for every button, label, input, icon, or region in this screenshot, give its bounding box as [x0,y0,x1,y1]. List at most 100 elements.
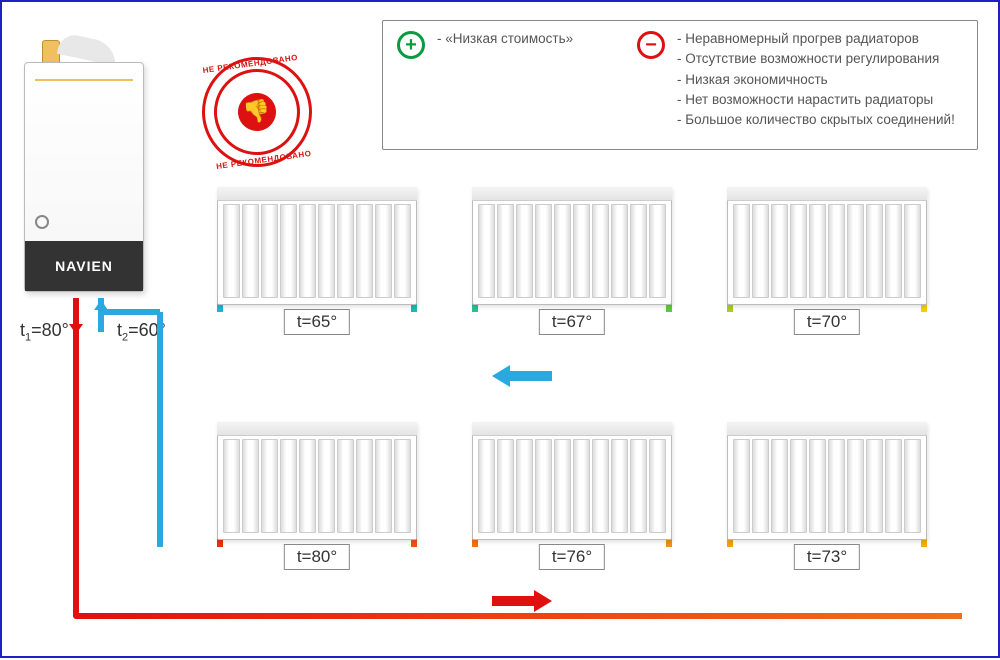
radiator-fin [299,204,316,298]
radiator-fin [790,204,807,298]
radiator-fin [573,204,590,298]
boiler-out-red-arrow-stem [73,302,79,326]
radiator-body [727,187,927,305]
return-sub: 2 [122,332,128,344]
radiator-fin [242,439,259,533]
radiator-fin [356,439,373,533]
boiler-in-blue-arrow-head [94,300,108,310]
radiator-fin [630,204,647,298]
diagram-frame: + «Низкая стоимость» − Неравномерный про… [0,0,1000,658]
cons-item: Нет возможности нарастить радиаторы [677,90,955,110]
radiator-fin [337,439,354,533]
radiator-fin [554,204,571,298]
radiator-fin [809,439,826,533]
radiator-top-3: t=70° [727,187,927,305]
radiator-fin [497,204,514,298]
radiator-fin [904,204,921,298]
radiator-fin [318,439,335,533]
radiator-fin [280,204,297,298]
radiator-temp-label: t=67° [539,309,605,335]
radiator-fin [592,439,609,533]
radiator-body [217,187,417,305]
radiator-fin [885,439,902,533]
boiler-out-red-arrow-head [69,324,83,334]
radiator-fin [592,204,609,298]
radiator-bottom-2: t=76° [472,422,672,540]
radiator-fin [752,439,769,533]
radiator-fin [771,204,788,298]
cons-column: − Неравномерный прогрев радиаторовОтсутс… [637,29,963,141]
radiator-fin [847,439,864,533]
boiler-in-blue-arrow-stem [98,308,104,332]
cons-list: Неравномерный прогрев радиаторовОтсутств… [677,29,955,130]
radiator-fin [261,439,278,533]
cons-item: Неравномерный прогрев радиаторов [677,29,955,49]
radiator-fin [535,204,552,298]
radiator-fin [828,439,845,533]
radiator-fin [242,204,259,298]
boiler-knob [35,215,49,229]
radiator-top-2: t=67° [472,187,672,305]
radiator-fin [223,439,240,533]
radiator-fin [299,439,316,533]
radiator-body [472,187,672,305]
radiator-fin [554,439,571,533]
boiler-body: NAVIEN [24,62,144,292]
radiator-fin [904,439,921,533]
radiator-fin [790,439,807,533]
radiator-fin [478,204,495,298]
radiator-fin [394,204,411,298]
minus-icon: − [637,31,665,59]
boiler-unit: NAVIEN [24,62,154,292]
radiator-fin [573,439,590,533]
radiator-fin [649,439,666,533]
supply-temp-label: t1=80° [20,320,69,344]
radiator-fin [318,204,335,298]
boiler-brand-panel: NAVIEN [25,241,143,291]
cons-item: Низкая экономичность [677,70,955,90]
radiator-fin [809,204,826,298]
radiator-fin [516,439,533,533]
radiator-fin [280,439,297,533]
radiator-fin [752,204,769,298]
radiator-fin [375,204,392,298]
radiator-fin [847,204,864,298]
radiator-fin [828,204,845,298]
radiator-fin [771,439,788,533]
plus-icon: + [397,31,425,59]
radiator-fin [535,439,552,533]
cons-item: Отсутствие возможности регулирования [677,49,955,69]
radiator-fin [649,204,666,298]
radiator-fin [733,204,750,298]
radiator-temp-label: t=73° [794,544,860,570]
pros-column: + «Низкая стоимость» [397,29,637,141]
not-recommended-stamp: НЕ РЕКОМЕНДОВАНО 👎 НЕ РЕКОМЕНДОВАНО [195,50,319,174]
boiler-trim [35,79,133,81]
radiator-temp-label: t=65° [284,309,350,335]
radiator-fin [394,439,411,533]
pros-cons-box: + «Низкая стоимость» − Неравномерный про… [382,20,978,150]
flow-arrow-supply-icon [492,592,552,610]
radiator-fin [337,204,354,298]
radiator-fin [223,204,240,298]
radiator-fin [356,204,373,298]
radiator-fin [733,439,750,533]
radiator-fin [478,439,495,533]
radiator-fin [866,204,883,298]
radiator-temp-label: t=80° [284,544,350,570]
radiator-temp-label: t=70° [794,309,860,335]
radiator-bottom-3: t=73° [727,422,927,540]
return-temp-label: t2=60° [117,320,166,344]
cons-item: Большое количество скрытых соединений! [677,110,955,130]
radiator-fin [630,439,647,533]
radiator-bottom-1: t=80° [217,422,417,540]
flow-arrow-return-icon [492,367,552,385]
radiator-fin [885,204,902,298]
radiator-fin [866,439,883,533]
radiator-temp-label: t=76° [539,544,605,570]
pros-item: «Низкая стоимость» [437,29,573,49]
pros-text: «Низкая стоимость» [437,29,573,49]
radiator-body [217,422,417,540]
radiator-fin [261,204,278,298]
supply-sub: 1 [25,332,31,344]
